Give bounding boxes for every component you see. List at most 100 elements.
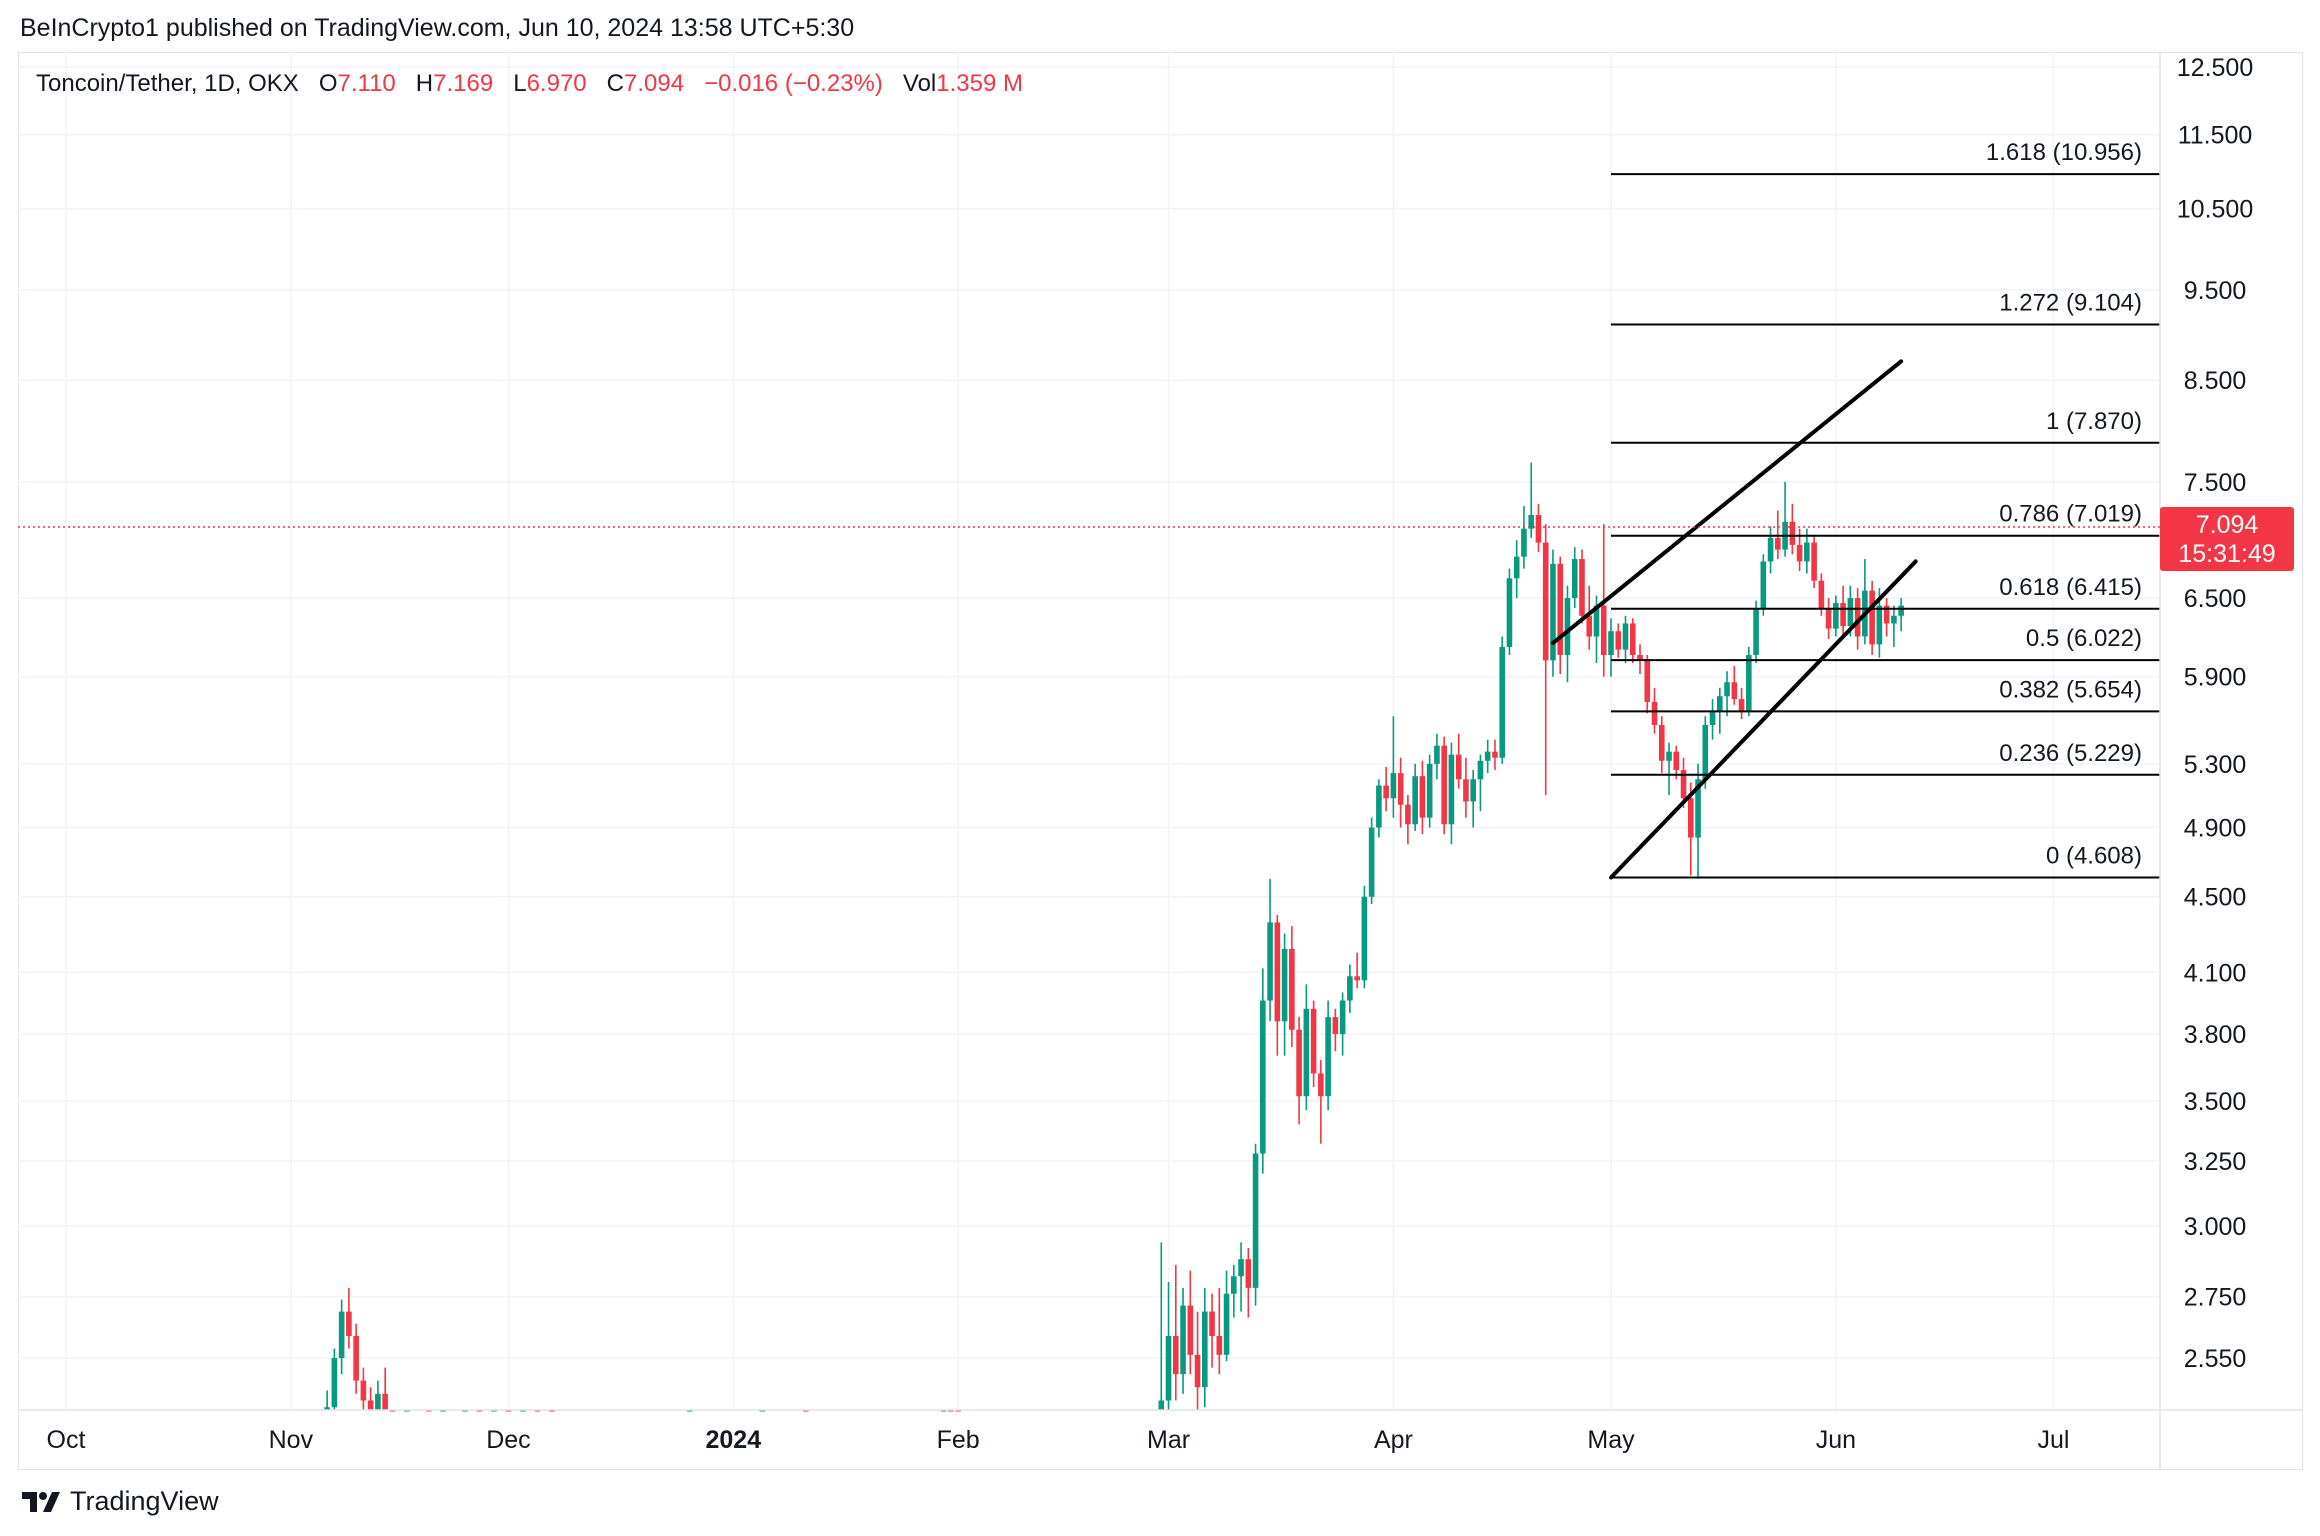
tradingview-logo-icon: [22, 1491, 60, 1512]
candle-body: [1216, 1336, 1223, 1355]
candle-body: [1854, 598, 1861, 637]
candle-body: [331, 1358, 338, 1408]
candle: [1862, 559, 1868, 645]
candle: [1767, 526, 1774, 574]
candle-body: [1811, 542, 1817, 581]
candle: [1898, 598, 1904, 632]
candle: [1238, 1242, 1244, 1312]
candle-body: [367, 1400, 374, 1410]
candle-body: [1397, 773, 1404, 805]
candle-body: [1158, 1400, 1165, 1410]
high-value: 7.169: [433, 70, 494, 97]
candle: [1833, 595, 1839, 637]
candle: [1165, 1282, 1172, 1410]
candle-body: [1637, 655, 1643, 661]
candle: [1579, 549, 1585, 624]
candle: [1477, 754, 1484, 812]
candle: [1310, 1000, 1317, 1088]
candle-body: [1731, 682, 1738, 700]
candle-body: [1325, 1017, 1331, 1097]
candle-body: [1252, 1153, 1259, 1288]
candle-body: [1847, 598, 1854, 627]
candle: [1550, 549, 1556, 677]
candle-body: [1593, 605, 1600, 637]
candle-body: [1695, 779, 1701, 838]
candle: [1731, 665, 1738, 705]
candle-body: [1804, 542, 1810, 562]
candle: [1325, 1000, 1331, 1111]
fib-level-label: 1.272 (9.104): [1999, 289, 2142, 316]
chart-frame: [18, 52, 2303, 1470]
candle-body: [1840, 603, 1846, 627]
grid-lines: [18, 52, 2160, 1410]
candle-body: [1542, 542, 1549, 661]
candle-body: [1455, 754, 1462, 780]
candle-body: [1470, 779, 1476, 802]
volume-value: 1.359 M: [936, 70, 1023, 97]
last-price-tag: 7.094 15:31:49: [2160, 507, 2294, 572]
candle: [1825, 598, 1832, 640]
candle-body: [1289, 948, 1295, 1030]
candle: [1608, 618, 1614, 677]
channel-lower-line: [1609, 559, 1918, 880]
candle: [1666, 742, 1672, 796]
candle: [1673, 745, 1680, 780]
candle: [346, 1287, 352, 1349]
candle: [367, 1387, 374, 1410]
candle: [360, 1367, 367, 1410]
candle: [1506, 568, 1513, 656]
y-tick-label: 3.250: [2184, 1148, 2247, 1176]
y-tick-label: 9.500: [2184, 277, 2247, 305]
candle: [1521, 506, 1527, 569]
candle: [1252, 1143, 1259, 1306]
candle: [1361, 885, 1368, 989]
symbol-legend[interactable]: Toncoin/Tether, 1D, OKX O7.110 H7.169 L6…: [36, 70, 1023, 98]
fibonacci-levels: 1.618 (10.956) 1.272 (9.104) 1 (7.870) 0.78…: [1611, 139, 2160, 879]
fib-level-label: 0.786 (7.019): [1999, 501, 2142, 528]
candle-body: [1405, 804, 1411, 825]
candles: [324, 462, 1904, 1412]
candle: [1434, 733, 1440, 780]
tradingview-logo[interactable]: TradingView: [22, 1486, 219, 1517]
y-tick-label: 5.900: [2184, 664, 2247, 692]
candle: [1390, 716, 1397, 818]
y-tick-label: 4.100: [2184, 959, 2247, 987]
candle: [1260, 968, 1266, 1174]
candle: [1702, 716, 1709, 789]
candle-body: [1499, 647, 1505, 758]
candle-body: [1666, 751, 1672, 761]
candle: [1513, 540, 1520, 599]
candle-body: [1608, 631, 1614, 656]
price-chart[interactable]: 1.618 (10.956) 1.272 (9.104) 1 (7.870) 0.78…: [0, 0, 2320, 1470]
candle: [1622, 615, 1629, 664]
candle-body: [1339, 1000, 1346, 1035]
candle-body: [1260, 1000, 1266, 1154]
candle-body: [382, 1393, 388, 1410]
candle: [1274, 914, 1281, 1056]
candle-body: [1818, 580, 1825, 609]
candle: [1492, 739, 1498, 770]
candle-body: [1724, 682, 1730, 697]
candle-body: [1318, 1073, 1324, 1097]
trend-channel: [1550, 359, 1918, 880]
candle: [1426, 754, 1433, 828]
x-tick-label: Apr: [1374, 1426, 1413, 1454]
y-tick-label: 4.900: [2184, 815, 2247, 843]
candle: [1383, 766, 1389, 812]
fib-level-label: 0.382 (5.654): [1999, 676, 2142, 703]
candle: [1281, 933, 1288, 1056]
candle: [1202, 1287, 1208, 1408]
candle: [1499, 636, 1505, 764]
candle-body: [1383, 785, 1389, 799]
symbol-name[interactable]: Toncoin/Tether, 1D, OKX: [36, 70, 299, 97]
candle: [1397, 757, 1404, 828]
candle-body: [1687, 798, 1694, 838]
candle: [1339, 992, 1346, 1056]
candle: [1231, 1264, 1237, 1318]
candle: [1296, 1017, 1302, 1125]
candle-body: [1833, 603, 1839, 629]
candle-body: [1753, 608, 1759, 656]
x-tick-label: Nov: [269, 1426, 314, 1454]
candle-body: [1187, 1305, 1194, 1355]
candle: [1644, 655, 1651, 714]
